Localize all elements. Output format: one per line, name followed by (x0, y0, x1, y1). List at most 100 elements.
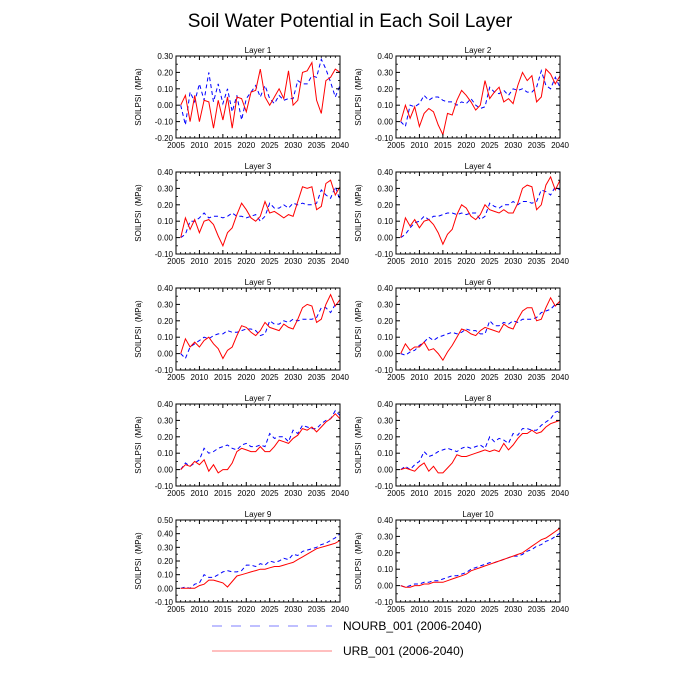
y-axis-label: SOILPSI (MPa) (354, 300, 363, 358)
panel-layer-1: Layer 1 2005 2010 2015 2020 2025 2030 2035 2040 0… (134, 46, 349, 150)
y-tick-label: 0.40 (377, 516, 393, 525)
plot-frame (175, 55, 341, 139)
y-tick-label: 0.00 (377, 582, 393, 591)
y-tick-label: 0.20 (377, 433, 393, 442)
x-tick-label: 2010 (191, 489, 209, 498)
x-tick-label: 2035 (308, 373, 326, 382)
x-tick-label: 2040 (551, 141, 569, 150)
y-tick-label: -0.10 (375, 134, 394, 143)
x-tick-label: 2040 (331, 605, 349, 614)
series-line-urb (400, 419, 561, 474)
y-tick-label: 0.20 (377, 549, 393, 558)
legend-label-nourb: NOURB_001 (2006-2040) (343, 619, 482, 633)
series-line-urb (180, 293, 341, 360)
plot-frame (175, 171, 341, 255)
series-line-urb (180, 179, 341, 248)
x-tick-label: 2015 (434, 373, 452, 382)
x-tick-label: 2035 (528, 489, 546, 498)
series-line-nourb (180, 303, 340, 360)
x-tick-label: 2030 (284, 605, 302, 614)
x-tick-label: 2015 (214, 373, 232, 382)
y-tick-label: 0.30 (377, 532, 393, 541)
x-tick-label: 2035 (308, 605, 326, 614)
legend-label-urb: URB_001 (2006-2040) (343, 644, 464, 658)
panel-layer-7: Layer 7 2005 2010 2015 2020 2025 2030 2035 2040 0… (134, 394, 349, 498)
y-tick-label: 0.30 (157, 184, 173, 193)
series-line-urb (400, 296, 561, 362)
figure-title: Soil Water Potential in Each Soil Layer (188, 11, 513, 32)
x-tick-label: 2025 (261, 141, 279, 150)
y-axis-label: SOILPSI (MPa) (354, 532, 363, 590)
x-tick-label: 2015 (434, 257, 452, 266)
series-line-nourb (400, 303, 560, 356)
y-tick-label: 0.40 (157, 168, 173, 177)
x-tick-label: 2040 (551, 489, 569, 498)
y-tick-label: 0.40 (377, 284, 393, 293)
plot-frame (395, 403, 561, 487)
panel-title: Layer 3 (245, 162, 272, 171)
x-tick-label: 2025 (481, 257, 499, 266)
x-tick-label: 2025 (261, 257, 279, 266)
x-tick-label: 2010 (411, 489, 429, 498)
series-line-urb (400, 527, 561, 588)
y-tick-label: 0.30 (377, 68, 393, 77)
y-tick-label: 0.30 (377, 184, 393, 193)
y-tick-label: 0.10 (157, 571, 173, 580)
y-tick-label: 0.00 (157, 101, 173, 110)
y-tick-label: 0.20 (157, 68, 173, 77)
x-tick-label: 2005 (387, 141, 405, 150)
x-tick-label: 2015 (214, 605, 232, 614)
x-tick-label: 2030 (284, 489, 302, 498)
series-line-urb (180, 61, 341, 129)
x-tick-label: 2005 (387, 605, 405, 614)
y-tick-label: -0.10 (375, 250, 394, 259)
x-tick-label: 2005 (387, 489, 405, 498)
x-tick-label: 2020 (237, 373, 255, 382)
y-tick-label: 0.10 (157, 85, 173, 94)
panel-title: Layer 1 (245, 46, 272, 55)
legend: NOURB_001 (2006-2040) URB_001 (2006-2040… (212, 619, 482, 658)
y-tick-label: 0.30 (377, 300, 393, 309)
y-tick-label: 0.00 (377, 234, 393, 243)
x-tick-label: 2040 (331, 489, 349, 498)
x-tick-label: 2020 (457, 605, 475, 614)
x-tick-label: 2040 (551, 257, 569, 266)
x-tick-label: 2030 (504, 373, 522, 382)
x-tick-label: 2025 (481, 605, 499, 614)
y-axis-label: SOILPSI (MPa) (134, 184, 143, 242)
x-tick-label: 2020 (237, 257, 255, 266)
x-tick-label: 2040 (331, 141, 349, 150)
x-tick-label: 2030 (504, 489, 522, 498)
y-tick-label: -0.10 (155, 118, 174, 127)
series-line-urb (180, 413, 341, 474)
panel-title: Layer 2 (465, 46, 492, 55)
y-tick-label: 0.50 (157, 516, 173, 525)
x-tick-label: 2015 (214, 141, 232, 150)
series-line-urb (400, 175, 561, 246)
y-tick-label: 0.30 (157, 300, 173, 309)
y-tick-label: -0.10 (375, 482, 394, 491)
y-axis-label: SOILPSI (MPa) (134, 68, 143, 126)
panel-layer-9: Layer 9 2005 2010 2015 2020 2025 2030 2035 2040 0… (134, 510, 349, 614)
x-tick-label: 2025 (481, 489, 499, 498)
x-tick-label: 2025 (261, 605, 279, 614)
x-tick-label: 2010 (191, 373, 209, 382)
y-tick-label: -0.10 (375, 366, 394, 375)
x-tick-label: 2020 (237, 605, 255, 614)
x-tick-label: 2025 (261, 489, 279, 498)
series-line-nourb (180, 185, 341, 239)
y-tick-label: 0.20 (377, 317, 393, 326)
panel-title: Layer 10 (462, 510, 494, 519)
y-tick-label: 0.20 (377, 201, 393, 210)
y-tick-label: 0.20 (157, 317, 173, 326)
y-axis-label: SOILPSI (MPa) (134, 532, 143, 590)
x-tick-label: 2030 (284, 257, 302, 266)
panel-layer-2: Layer 2 2005 2010 2015 2020 2025 2030 2035 2040 0… (354, 46, 569, 150)
y-tick-label: 0.10 (377, 449, 393, 458)
y-tick-label: 0.00 (377, 350, 393, 359)
panel-title: Layer 7 (245, 394, 272, 403)
y-tick-label: 0.30 (157, 416, 173, 425)
series-line-nourb (400, 532, 561, 588)
x-tick-label: 2035 (528, 373, 546, 382)
plot-frame (175, 287, 341, 371)
